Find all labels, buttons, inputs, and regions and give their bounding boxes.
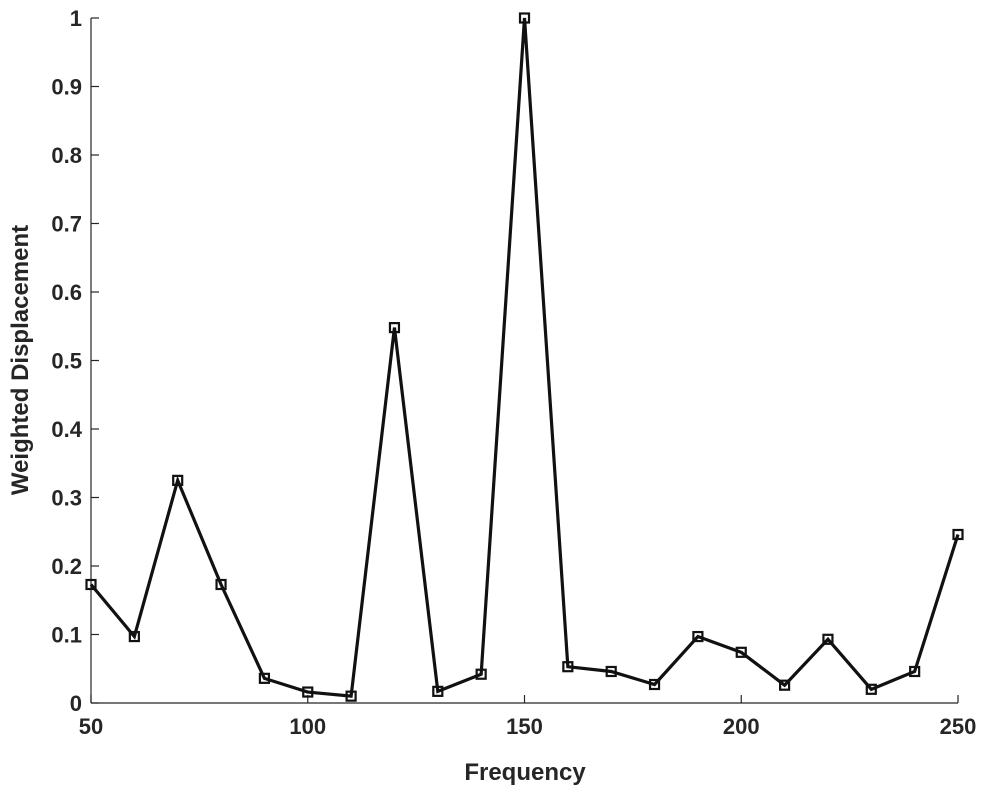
y-tick-label: 0.5 <box>51 349 82 374</box>
series-line <box>89 17 960 698</box>
data-point-marker <box>648 678 661 691</box>
axes <box>90 18 958 704</box>
data-point-marker <box>302 686 314 698</box>
y-tick-label: 0.2 <box>51 554 82 579</box>
ticks: 50 100 150 200 250 0 0.1 0.2 0.3 0.4 0.5 0.6 0.7 0.8 0… <box>51 6 976 739</box>
data-point-marker <box>258 672 270 684</box>
data-point-marker <box>778 679 791 691</box>
y-tick-label: 0.3 <box>51 486 82 511</box>
data-point-marker <box>605 665 617 678</box>
data-point-marker <box>85 578 97 591</box>
y-tick-label: 0.1 <box>51 623 82 648</box>
y-tick-label: 0.8 <box>51 143 82 168</box>
data-point-marker <box>215 578 227 591</box>
y-tick-label: 0.9 <box>51 75 82 100</box>
plot-area <box>85 12 964 702</box>
data-point-marker <box>518 12 531 24</box>
x-tick-label: 150 <box>506 714 543 739</box>
data-point-marker <box>128 630 140 643</box>
data-point-marker <box>345 690 357 702</box>
y-axis-label: Weighted Displacement <box>7 225 34 495</box>
data-point-marker <box>475 668 487 680</box>
data-point-marker <box>388 322 401 334</box>
data-point-marker <box>735 646 747 658</box>
x-tick-label: 250 <box>940 714 977 739</box>
x-tick-label: 100 <box>289 714 326 739</box>
y-tick-label: 1 <box>70 6 82 31</box>
y-tick-label: 0.6 <box>51 280 82 305</box>
data-point-marker <box>562 661 574 673</box>
data-point-marker <box>692 630 704 643</box>
data-point-marker <box>172 474 184 486</box>
data-point-marker <box>952 528 964 541</box>
x-tick-label: 50 <box>79 714 103 739</box>
x-axis-label: Frequency <box>464 759 586 786</box>
data-point-marker <box>865 683 877 695</box>
y-tick-label: 0.7 <box>51 212 82 237</box>
x-tick-label: 200 <box>723 714 760 739</box>
data-point-marker <box>909 665 921 678</box>
data-point-marker <box>432 685 444 697</box>
y-tick-label: 0.4 <box>51 417 82 442</box>
data-point-marker <box>822 633 834 645</box>
y-tick-label: 0 <box>70 691 82 716</box>
